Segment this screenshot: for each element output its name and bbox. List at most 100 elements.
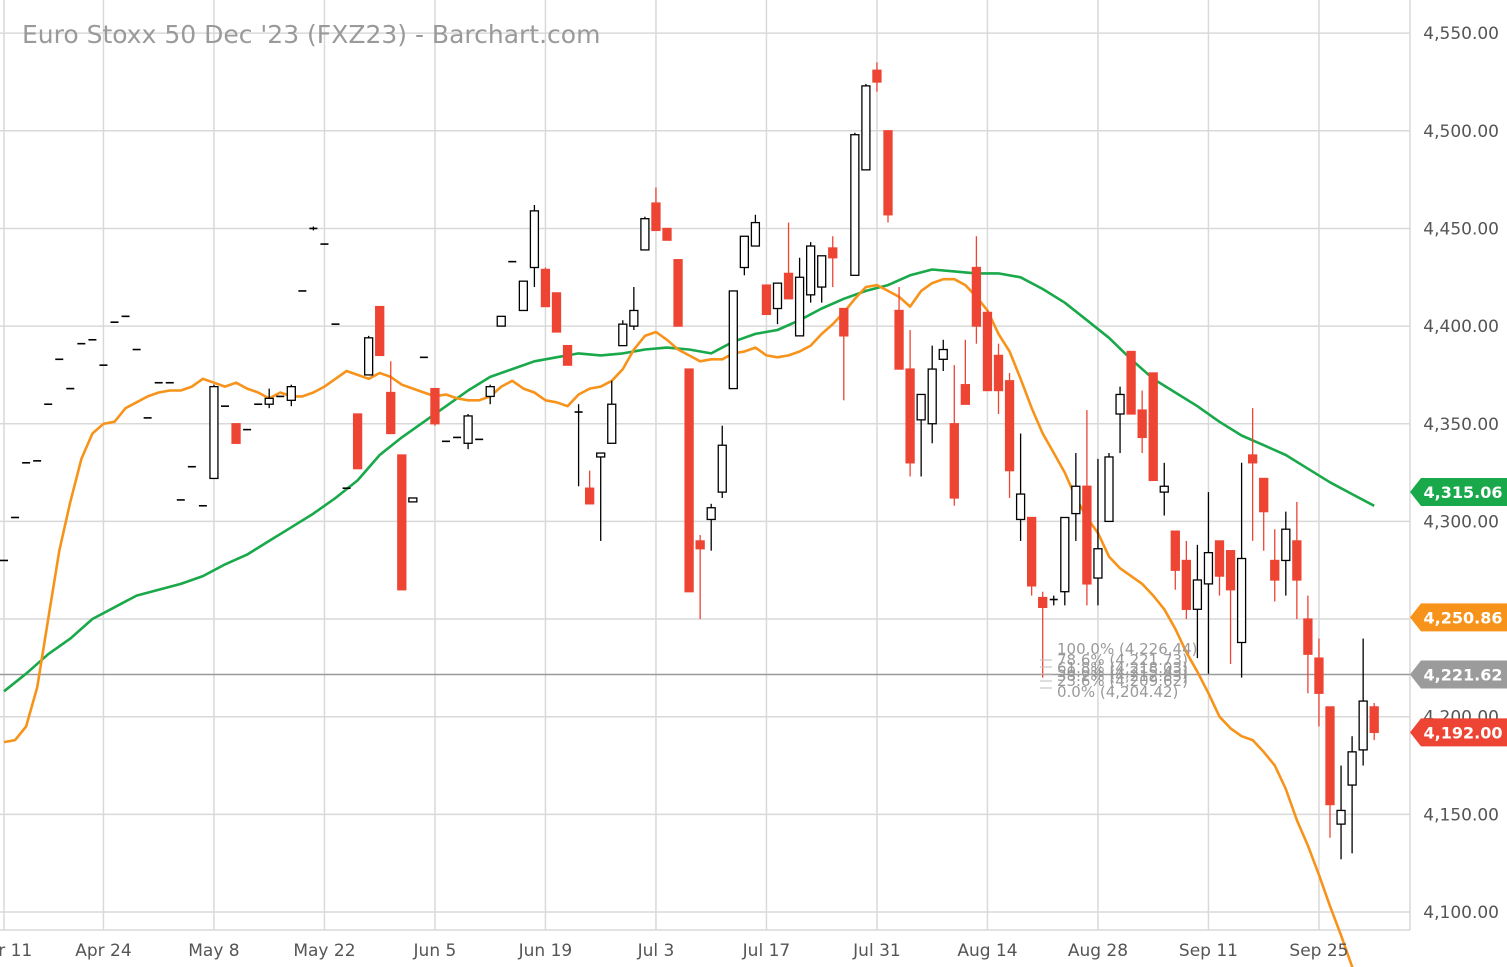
candle-body [828, 247, 838, 259]
candle [1015, 433, 1026, 541]
candle-body [1259, 477, 1269, 513]
candle-body [1270, 559, 1280, 581]
candle [761, 284, 772, 316]
candle-body [1060, 516, 1070, 593]
y-tick-label: 4,450.00 [1423, 219, 1499, 239]
candle-body [1369, 706, 1379, 733]
candle [927, 345, 937, 444]
x-tick-label: Jul 3 [637, 941, 675, 961]
candle-body [1126, 350, 1136, 415]
candle [640, 216, 650, 251]
candle [1038, 591, 1048, 678]
x-tick-label: Aug 14 [957, 941, 1017, 961]
candle [1049, 595, 1058, 606]
candle-body [982, 311, 993, 392]
candle [728, 290, 738, 390]
candle-body [1203, 551, 1214, 585]
candle [1369, 703, 1379, 741]
candle-body [1358, 700, 1368, 751]
candle [1292, 501, 1302, 620]
candle [894, 287, 904, 370]
price-badge: 4,192.00 [1410, 718, 1507, 747]
candle [529, 205, 540, 288]
candle-body [1082, 485, 1092, 585]
candle [1148, 372, 1158, 482]
x-tick-label: Jul 31 [852, 941, 901, 961]
candle [673, 259, 683, 327]
x-tick-label: Sep 25 [1289, 941, 1348, 961]
candle [684, 368, 694, 593]
price-badge-shape [1410, 603, 1507, 632]
candle [397, 454, 407, 591]
y-tick-label: 4,300.00 [1423, 512, 1499, 532]
slow-moving-average-line [3, 268, 1375, 693]
x-tick-label: Aug 28 [1068, 941, 1128, 961]
candle [783, 222, 794, 300]
candle [828, 236, 838, 288]
candle [905, 330, 915, 477]
candle [551, 292, 562, 333]
candle [585, 470, 595, 505]
price-badge-shape [1410, 477, 1507, 506]
candle-body [1192, 579, 1203, 610]
candle-body [1292, 540, 1302, 581]
candle-body [231, 423, 241, 444]
candle [562, 344, 573, 366]
candle-body [695, 540, 705, 550]
fibonacci-labels: 100.0% (4,226.44)78.6% (4,221.73)61.8% (… [1040, 640, 1197, 701]
candle [850, 132, 860, 276]
candle-body [607, 403, 617, 444]
x-tick-label: Apr 24 [75, 941, 131, 961]
candle-body [717, 444, 727, 493]
candle [1060, 516, 1070, 606]
candle [386, 361, 396, 435]
candle [1104, 453, 1114, 523]
candle [1093, 458, 1103, 606]
candle [662, 227, 672, 241]
candle [1004, 372, 1015, 498]
candle [264, 388, 274, 409]
x-tick-label: Jul 17 [742, 941, 791, 961]
candle [540, 267, 551, 308]
price-badge-shape [1410, 660, 1507, 689]
candle-body [1214, 540, 1225, 577]
candle [1259, 477, 1269, 551]
candle [463, 413, 473, 450]
candle-body [1170, 530, 1180, 571]
candle [739, 235, 749, 276]
candle [574, 404, 583, 487]
candle [1192, 544, 1203, 659]
candle-body [861, 85, 871, 171]
candle [916, 393, 926, 477]
candle-body [529, 210, 540, 269]
candle [518, 280, 528, 312]
candle-body [1015, 493, 1026, 521]
candle [596, 452, 606, 541]
candle-body [496, 315, 506, 327]
candle [1203, 492, 1214, 674]
candle-body [264, 397, 274, 405]
candle-body [397, 454, 407, 591]
candle-body [585, 487, 595, 505]
candle [629, 287, 639, 331]
price-badge: 4,315.06 [1410, 477, 1507, 506]
fib-label: 100.0% (4,226.44) [1057, 640, 1197, 658]
candle [485, 384, 495, 405]
candle-body [817, 255, 827, 288]
candle [231, 423, 241, 444]
candle-body [1248, 454, 1258, 464]
candle-body [1236, 557, 1247, 644]
candle [883, 130, 893, 223]
candle-body [905, 368, 915, 464]
candle [993, 343, 1004, 414]
candle [352, 413, 363, 470]
candle [1336, 765, 1346, 860]
candle [960, 339, 970, 405]
price-badge-shape [1410, 718, 1507, 747]
candle-body [1281, 528, 1291, 562]
candle-body [1137, 409, 1147, 439]
candle [618, 320, 628, 347]
candle-body [430, 387, 440, 425]
candle [1181, 540, 1191, 620]
